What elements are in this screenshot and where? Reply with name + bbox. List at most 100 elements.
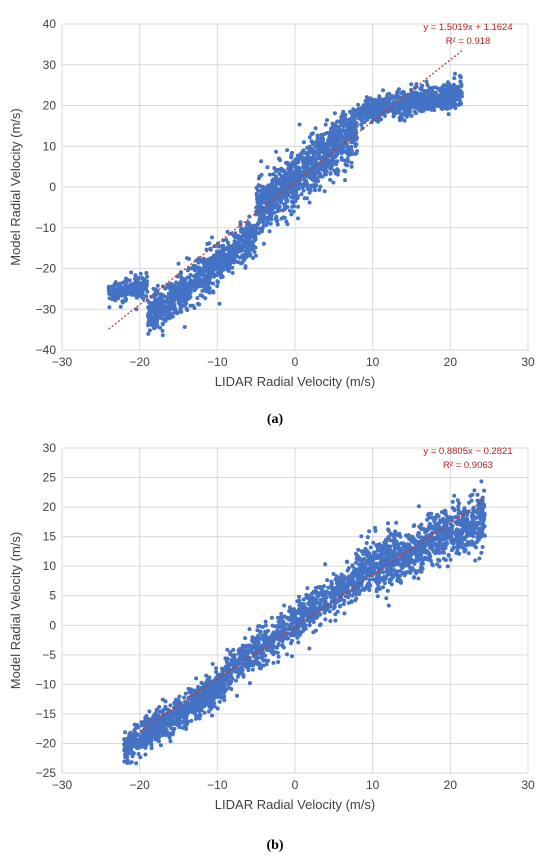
scatter-point: [136, 288, 140, 293]
y-tick-label: 20: [43, 500, 57, 514]
scatter-point: [339, 157, 344, 162]
scatter-point: [240, 253, 245, 258]
scatter-point: [359, 534, 364, 539]
scatter-point: [337, 138, 342, 142]
scatter-point: [245, 241, 250, 246]
scatter-point: [395, 90, 400, 95]
scatter-point: [233, 231, 238, 236]
scatter-point: [360, 126, 365, 131]
scatter-point: [299, 192, 304, 197]
scatter-point: [141, 279, 146, 284]
x-tick-label: 20: [444, 778, 458, 792]
scatter-point: [236, 260, 241, 265]
scatter-point: [194, 715, 199, 720]
scatter-point: [260, 624, 265, 629]
scatter-point: [162, 312, 167, 317]
scatter-point: [421, 96, 426, 101]
scatter-point: [284, 172, 289, 177]
scatter-point: [349, 160, 354, 165]
scatter-point: [346, 145, 351, 150]
scatter-point: [419, 92, 424, 97]
scatter-point: [285, 652, 289, 657]
scatter-point: [313, 149, 318, 154]
scatter-point: [331, 180, 336, 185]
scatter-point: [204, 247, 209, 252]
scatter-point: [334, 574, 339, 579]
scatter-point: [129, 288, 134, 293]
scatter-point: [156, 739, 161, 744]
scatter-point: [340, 588, 345, 593]
scatter-point: [256, 636, 261, 641]
scatter-point: [195, 301, 200, 306]
scatter-point: [210, 235, 214, 240]
scatter-point: [260, 193, 265, 198]
scatter-point: [349, 129, 354, 134]
scatter-point: [183, 295, 188, 300]
scatter-point: [168, 716, 172, 721]
scatter-point: [147, 709, 152, 714]
scatter-point: [232, 653, 237, 658]
scatter-point: [322, 594, 327, 599]
scatter-point: [211, 281, 216, 286]
scatter-point: [282, 603, 287, 608]
scatter-point: [341, 109, 346, 114]
scatter-point: [326, 585, 331, 590]
scatter-point: [167, 723, 172, 728]
scatter-point: [228, 257, 232, 262]
scatter-point: [261, 658, 266, 663]
scatter-point: [307, 135, 312, 140]
scatter-point: [354, 151, 359, 156]
scatter-point: [271, 206, 276, 211]
scatter-point: [313, 126, 318, 131]
scatter-point: [203, 702, 208, 707]
scatter-point: [459, 84, 464, 88]
scatter-point: [275, 628, 280, 633]
scatter-point: [210, 686, 215, 691]
scatter-point: [346, 131, 350, 136]
scatter-point: [236, 648, 241, 653]
scatter-point: [350, 575, 355, 580]
scatter-point: [443, 106, 448, 111]
scatter-point: [309, 595, 314, 600]
scatter-point: [350, 133, 355, 138]
scatter-point: [322, 141, 327, 146]
scatter-point: [294, 157, 299, 162]
scatter-point: [205, 276, 210, 281]
scatter-point: [445, 101, 450, 106]
scatter-point: [149, 743, 154, 748]
scatter-point: [174, 280, 179, 285]
scatter-point: [318, 612, 323, 617]
y-tick-label: −40: [36, 343, 57, 357]
scatter-point: [371, 577, 376, 582]
scatter-point: [341, 149, 346, 154]
scatter-point: [223, 247, 228, 252]
scatter-point: [445, 95, 450, 100]
scatter-point: [205, 286, 210, 291]
scatter-point: [113, 280, 118, 285]
scatter-point: [446, 92, 451, 97]
scatter-point: [342, 129, 347, 134]
scatter-point: [453, 102, 458, 107]
scatter-point: [254, 185, 259, 190]
scatter-point: [328, 604, 333, 609]
scatter-point: [265, 219, 270, 223]
scatter-point: [297, 617, 301, 621]
scatter-point: [261, 637, 266, 642]
scatter-point: [311, 608, 316, 613]
scatter-point: [333, 618, 338, 623]
scatter-point: [313, 590, 318, 595]
scatter-point: [227, 663, 231, 668]
scatter-point: [285, 222, 290, 227]
scatter-point: [150, 728, 155, 733]
scatter-point: [354, 596, 359, 601]
scatter-point: [322, 189, 327, 194]
scatter-point: [329, 126, 334, 131]
scatter-point: [168, 703, 173, 708]
scatter-point: [288, 174, 293, 179]
scatter-point: [292, 617, 297, 621]
scatter-point: [362, 113, 367, 118]
scatter-point: [223, 664, 228, 669]
scatter-point: [323, 147, 327, 152]
scatter-point: [293, 190, 298, 195]
scatter-point: [243, 264, 248, 269]
